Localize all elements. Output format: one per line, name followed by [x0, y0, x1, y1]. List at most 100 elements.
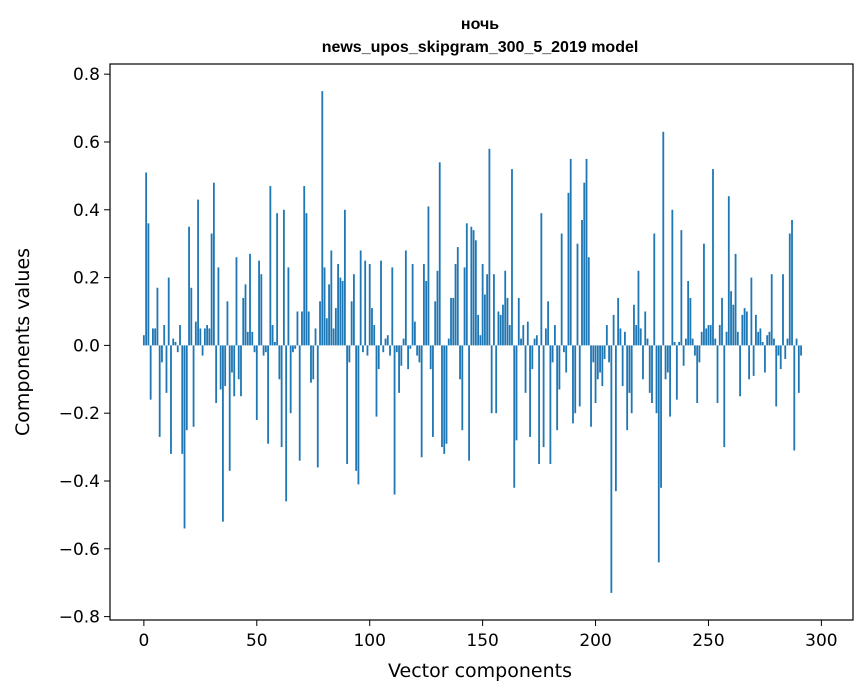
bar-component-228 [657, 345, 660, 563]
bar-component-60 [278, 345, 281, 380]
x-tick-label: 250 [692, 631, 724, 651]
bar-component-284 [784, 345, 787, 359]
bar-component-181 [551, 345, 554, 363]
bar-component-122 [418, 345, 421, 363]
bar-component-231 [664, 345, 667, 380]
bar-component-191 [574, 345, 577, 414]
bar-component-147 [474, 240, 477, 346]
bar-component-66 [292, 345, 294, 353]
bar-component-114 [400, 345, 403, 366]
bar-component-148 [477, 314, 480, 346]
bar-component-165 [515, 345, 518, 441]
bar-component-25 [199, 328, 202, 346]
bar-component-153 [488, 148, 491, 346]
bar-component-269 [750, 277, 753, 346]
bar-component-281 [777, 345, 780, 356]
bar-component-188 [567, 192, 570, 346]
bar-component-121 [416, 345, 419, 356]
bar-component-179 [547, 301, 550, 346]
bar-component-125 [425, 280, 428, 346]
y-tick-label: 0.4 [73, 201, 100, 221]
bar-component-134 [445, 345, 448, 444]
bar-component-53 [262, 345, 265, 356]
bar-component-247 [700, 331, 703, 346]
bar-component-286 [788, 233, 791, 346]
bar-component-2 [147, 223, 150, 346]
chart-subtitle: news_upos_skipgram_300_5_2019 model [322, 39, 639, 56]
bar-component-221 [642, 345, 644, 380]
bar-component-24 [197, 199, 199, 346]
bar-component-220 [639, 328, 642, 346]
bar-component-34 [219, 345, 222, 390]
y-tick-label: 0.2 [73, 269, 100, 289]
bar-component-77 [316, 345, 319, 468]
bar-component-207 [610, 345, 613, 593]
bar-component-36 [224, 345, 227, 387]
bar-component-92 [350, 301, 353, 346]
plot-frame [109, 63, 854, 621]
bar-component-30 [210, 233, 213, 346]
bar-component-156 [495, 345, 498, 414]
bar-component-123 [420, 345, 423, 458]
bar-component-126 [427, 206, 430, 346]
bar-component-113 [398, 345, 400, 393]
bar-component-137 [452, 297, 455, 346]
bar-component-189 [569, 158, 572, 346]
x-axis-label: Vector components [388, 660, 572, 682]
bar-component-240 [684, 338, 687, 346]
bar-component-85 [334, 308, 337, 346]
bar-component-154 [490, 345, 493, 414]
bar-component-22 [192, 345, 195, 427]
bar-component-56 [269, 186, 272, 346]
bar-component-96 [359, 250, 362, 346]
y-tick-label: −0.4 [59, 472, 100, 492]
bar-component-248 [703, 243, 705, 346]
bar-component-258 [725, 331, 728, 346]
bar-component-52 [260, 274, 263, 346]
bar-component-41 [235, 257, 238, 346]
bar-component-12 [170, 345, 172, 454]
bar-component-7 [158, 345, 161, 437]
x-tick-label: 0 [138, 631, 149, 651]
bar-component-174 [535, 335, 538, 346]
bar-component-163 [511, 169, 513, 346]
bar-component-177 [542, 345, 545, 448]
bar-component-89 [343, 209, 346, 346]
bar-component-219 [637, 270, 640, 346]
bar-component-279 [773, 338, 775, 346]
bar-component-91 [348, 345, 351, 363]
bar-component-211 [619, 328, 622, 346]
chart-title: ночь [461, 16, 499, 33]
bar-component-241 [687, 280, 690, 346]
bar-component-0 [142, 335, 145, 346]
bar-component-127 [429, 345, 432, 370]
bar-component-106 [382, 345, 385, 353]
bar-component-35 [222, 345, 224, 522]
bar-component-46 [246, 331, 249, 346]
bar-component-50 [255, 345, 258, 420]
bar-component-135 [447, 338, 450, 346]
bar-component-276 [766, 335, 769, 346]
bar-component-150 [481, 264, 484, 346]
bar-component-223 [646, 338, 649, 346]
bar-component-10 [165, 345, 168, 393]
bar-component-55 [267, 345, 269, 444]
bar-component-237 [678, 342, 681, 346]
bar-component-257 [723, 345, 726, 448]
bar-component-161 [506, 297, 509, 346]
bar-component-27 [203, 328, 206, 346]
bar-component-48 [251, 331, 254, 346]
bar-component-266 [743, 308, 746, 346]
bar-component-275 [764, 345, 766, 373]
bar-component-23 [194, 321, 197, 346]
bar-component-151 [483, 294, 486, 346]
bar-component-58 [273, 342, 276, 346]
bar-component-40 [233, 345, 236, 397]
bar-component-197 [587, 257, 590, 346]
bar-component-192 [576, 243, 579, 346]
bar-component-4 [152, 328, 154, 346]
bar-component-170 [526, 321, 529, 346]
bar-component-43 [240, 345, 242, 397]
bar-component-129 [434, 301, 437, 346]
bar-component-44 [242, 297, 245, 346]
